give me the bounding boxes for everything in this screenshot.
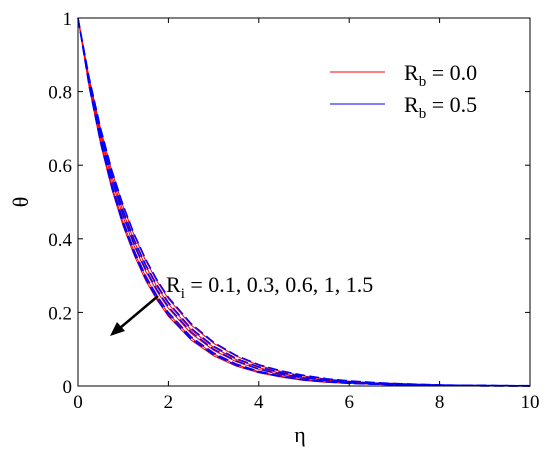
annotation-text: Ri = 0.1, 0.3, 0.6, 1, 1.5 [166,272,373,302]
y-tick-label: 0.6 [48,156,72,177]
legend-label-rb0: Rb = 0.0 [404,60,477,90]
x-tick-label: 4 [254,392,264,413]
annotation-arrow-shaft [119,295,159,329]
x-tick-label: 10 [521,392,540,413]
axis-ticks: 0 2 4 6 8 10 0 0.2 0.4 0.6 0.8 1 [48,9,539,413]
annotation-arrow-head [110,322,125,336]
x-axis-label: η [294,422,306,447]
x-tick-label: 6 [344,392,354,413]
plot-frame [77,17,531,387]
legend-label-rb05: Rb = 0.5 [404,92,477,122]
x-tick-label: 8 [435,392,445,413]
x-tick-label: 0 [73,392,83,413]
y-tick-label: 1 [63,9,73,30]
y-tick-label: 0.2 [48,303,72,324]
y-tick-label: 0 [63,377,73,398]
y-tick-label: 0.4 [48,230,72,251]
x-tick-label: 2 [164,392,174,413]
y-tick-label: 0.8 [48,83,72,104]
legend: Rb = 0.0 Rb = 0.5 [330,60,477,122]
annotation: Ri = 0.1, 0.3, 0.6, 1, 1.5 [110,272,373,336]
y-axis-label: θ [8,197,33,208]
series-line-rb05-ri-0_6 [77,17,531,387]
